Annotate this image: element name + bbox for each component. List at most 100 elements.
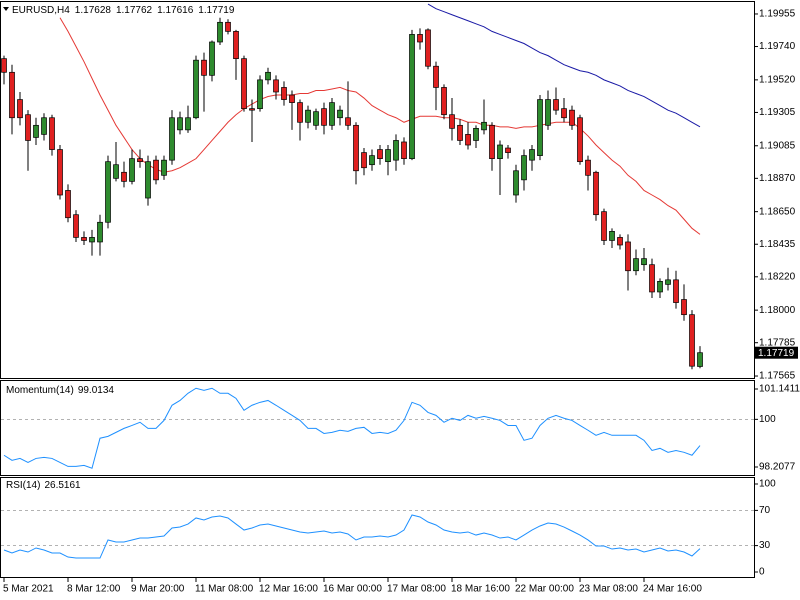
rsi-pane-border — [0, 477, 755, 578]
candle-body — [481, 121, 487, 131]
candle-body — [225, 21, 231, 32]
candle-body — [121, 171, 127, 182]
candle-body — [169, 117, 175, 161]
x-tick-label: 16 Mar 00:00 — [323, 584, 382, 595]
y-tick-label: 1.19085 — [759, 140, 796, 151]
candle-body — [641, 258, 647, 266]
candle-body — [353, 124, 359, 172]
candle-body — [345, 117, 351, 126]
candle-body — [73, 214, 79, 238]
candle-body — [193, 59, 199, 119]
candle-body — [609, 231, 615, 241]
candle-body — [241, 58, 247, 109]
x-tick-label: 17 Mar 08:00 — [387, 584, 446, 595]
candle-body — [417, 34, 423, 43]
candle-body — [409, 34, 415, 159]
y-tick-label: 1.18650 — [759, 206, 796, 217]
candle-body — [201, 59, 207, 76]
y-tick-label: 98.2077 — [759, 462, 796, 473]
candle-body — [57, 149, 63, 196]
candle-body — [313, 111, 319, 126]
indicator-title: RSI(14) — [6, 480, 40, 491]
candle-body — [537, 99, 543, 156]
y-tick-label: 1.19740 — [759, 41, 796, 52]
y-tick-label: 100 — [759, 414, 776, 425]
candle-body — [489, 124, 495, 159]
x-tick-label: 18 Mar 16:00 — [451, 584, 510, 595]
y-tick-label: 1.19305 — [759, 107, 796, 118]
chart-header: EURUSD,H4 1.17628 1.17762 1.17616 1.17719 — [12, 5, 235, 16]
candle-body — [65, 190, 71, 219]
candle-body — [497, 144, 503, 159]
ohlc-high: 1.17762 — [116, 5, 153, 16]
candle-body — [433, 65, 439, 88]
x-tick-label: 8 Mar 12:00 — [67, 584, 121, 595]
candle-body — [329, 102, 335, 126]
candle-body — [633, 258, 639, 272]
candle-body — [41, 117, 47, 135]
candle-body — [625, 241, 631, 272]
y-tick-label: 1.18870 — [759, 173, 796, 184]
candle-body — [521, 155, 527, 181]
ohlc-low: 1.17616 — [157, 5, 194, 16]
y-tick-label: 0 — [759, 567, 765, 578]
candle-body — [9, 71, 15, 119]
candle-body — [457, 124, 463, 141]
main-pane-border — [0, 1, 755, 379]
candle-body — [545, 99, 551, 126]
candle-body — [473, 127, 479, 141]
symbol-title: EURUSD,H4 — [12, 5, 70, 16]
y-tick-label: 30 — [759, 540, 771, 551]
candle-body — [233, 31, 239, 60]
candle-body — [97, 221, 103, 243]
candle-body — [105, 161, 111, 223]
candle-body — [681, 299, 687, 316]
candle-body — [321, 108, 327, 126]
y-tick-label: 1.17565 — [759, 371, 796, 382]
candle-body — [153, 159, 159, 181]
candle-body — [505, 147, 511, 153]
x-tick-label: 23 Mar 08:00 — [579, 584, 638, 595]
ohlc-close: 1.17719 — [198, 5, 235, 16]
momentum-pane-border — [0, 380, 755, 476]
candle-body — [185, 117, 191, 131]
candle-body — [393, 140, 399, 161]
candle-body — [1, 58, 7, 73]
candle-body — [513, 170, 519, 196]
candle-body — [217, 21, 223, 43]
x-tick-label: 11 Mar 08:00 — [195, 584, 254, 595]
indicator-header: RSI(14) 26.5161 — [6, 480, 81, 491]
candle-body — [577, 117, 583, 163]
x-tick-label: 24 Mar 16:00 — [643, 584, 702, 595]
candle-body — [281, 87, 287, 100]
collapse-icon — [3, 7, 9, 11]
candle-body — [665, 279, 671, 285]
candle-body — [25, 114, 31, 141]
candle-body — [425, 29, 431, 67]
y-tick-label: 1.18435 — [759, 239, 796, 250]
candle-body — [585, 159, 591, 176]
indicator-title: Momentum(14) — [6, 385, 74, 396]
candle-body — [569, 109, 575, 126]
current-price-label: 1.17719 — [758, 348, 795, 359]
candle-body — [553, 99, 559, 111]
line — [427, 3, 701, 128]
candle-body — [145, 161, 151, 199]
candle-body — [297, 102, 303, 123]
line — [3, 387, 701, 469]
candle-body — [385, 149, 391, 163]
y-tick-label: 70 — [759, 505, 771, 516]
candle-body — [49, 117, 55, 150]
candle-body — [401, 141, 407, 159]
candle-body — [601, 211, 607, 241]
candle-body — [137, 158, 143, 163]
candle-body — [161, 159, 167, 176]
candle-body — [305, 109, 311, 123]
candle-body — [657, 280, 663, 293]
candle-body — [449, 114, 455, 129]
x-tick-label: 22 Mar 00:00 — [515, 584, 574, 595]
candle-body — [273, 79, 279, 93]
indicator-header: Momentum(14) 99.0134 — [6, 385, 114, 396]
